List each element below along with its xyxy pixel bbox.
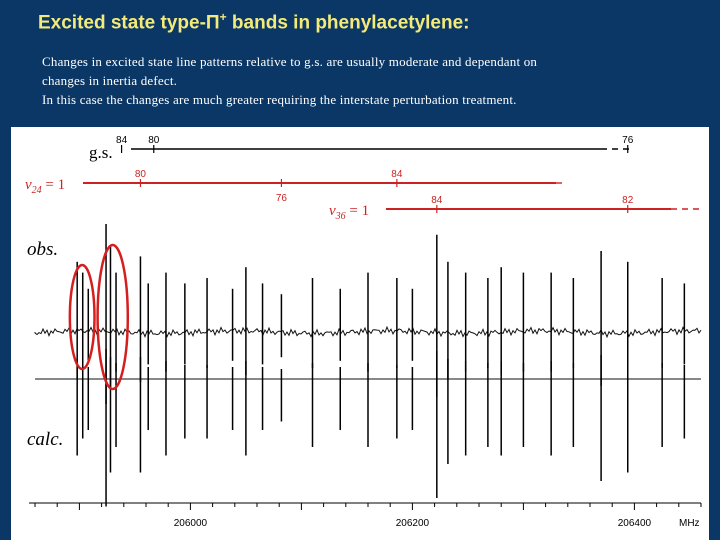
progression-mark-label: 80 (135, 169, 147, 180)
progression-mark-label: 84 (116, 135, 128, 146)
x-axis-label: MHz (679, 518, 700, 529)
x-tick-label: 206000 (174, 518, 208, 529)
progression-mark-label: 82 (622, 195, 634, 206)
progression-label: g.s. (89, 143, 113, 162)
progression-mark-label: 80 (148, 135, 160, 146)
desc-line: Changes in excited state line patterns r… (42, 54, 538, 69)
progression-label-sub: 36 (335, 211, 346, 222)
spectrum-plot: g.s. 84 80 76 v24 = 1 80 76 84 v36 = 1 84 82 obs. ca… (11, 127, 709, 540)
x-tick-label: 206200 (396, 518, 430, 529)
slide-description: Changes in excited state line patterns r… (42, 52, 712, 109)
progression-mark-label: 84 (391, 169, 403, 180)
calc-label: calc. (27, 429, 63, 450)
slide-title: Excited state type-Π+ bands in phenylace… (38, 10, 718, 34)
desc-line: In this case the changes are much greate… (42, 92, 517, 107)
obs-label: obs. (27, 239, 58, 260)
obs-baseline (34, 325, 702, 339)
progression-label: v24 = 1 (25, 177, 65, 196)
title-sup: + (219, 10, 227, 24)
progression-label-tail: = 1 (346, 203, 369, 219)
progression-mark-label: 84 (431, 195, 443, 206)
highlight-ellipse (96, 243, 130, 391)
progression-mark-label: 76 (622, 135, 634, 146)
title-symbol: Π (205, 12, 220, 34)
title-suffix: bands in phenylacetylene: (226, 12, 470, 34)
progression-label-main: v (25, 177, 32, 193)
progression-label: v36 = 1 (329, 203, 369, 222)
progression-mark-label: 76 (276, 193, 288, 204)
title-prefix: Excited state type- (38, 12, 206, 34)
progression-label-sub: 24 (32, 185, 42, 196)
x-tick-label: 206400 (618, 518, 652, 529)
progression-label-main: v (329, 203, 336, 219)
highlight-ellipse (68, 263, 96, 371)
progression-label-tail: = 1 (42, 177, 65, 193)
desc-line: changes in inertia defect. (42, 73, 178, 88)
